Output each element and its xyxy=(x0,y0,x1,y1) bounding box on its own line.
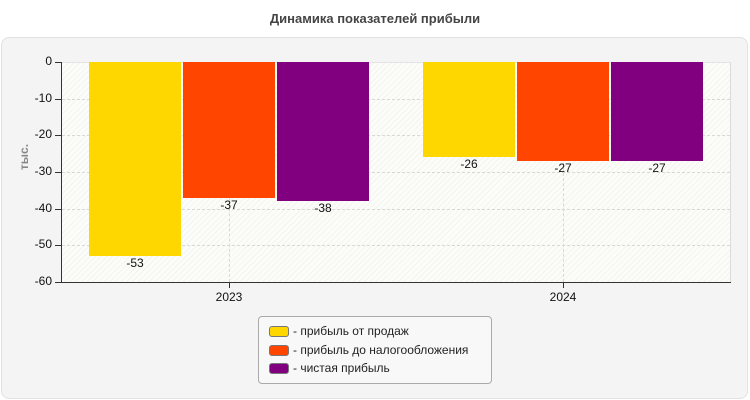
legend-label: - прибыль от продаж xyxy=(293,324,409,338)
h-gridline xyxy=(62,172,730,173)
legend: - прибыль от продаж - прибыль до налогоо… xyxy=(258,316,492,384)
bar-2024-series-1[interactable] xyxy=(517,62,609,161)
legend-label: - чистая прибыль xyxy=(293,361,390,375)
x-tick xyxy=(563,283,564,288)
y-tick-label: -30 xyxy=(34,164,52,178)
y-axis-line xyxy=(61,62,62,283)
value-label: -26 xyxy=(460,157,478,171)
legend-item-net-profit[interactable]: - чистая прибыль xyxy=(269,360,390,376)
legend-item-sales-profit[interactable]: - прибыль от продаж xyxy=(269,323,409,339)
x-tick-label: 2023 xyxy=(215,290,243,304)
h-gridline xyxy=(62,99,730,100)
value-label: -38 xyxy=(314,201,332,215)
v-gridline xyxy=(563,62,564,282)
bar-2023-series-2[interactable] xyxy=(277,62,369,201)
y-tick-label: -60 xyxy=(34,274,52,288)
y-tick-label: -20 xyxy=(34,127,52,141)
bar-2023-series-0[interactable] xyxy=(89,62,181,256)
y-tick xyxy=(55,245,61,246)
h-gridline xyxy=(62,245,730,246)
y-tick xyxy=(55,135,61,136)
bar-2024-series-0[interactable] xyxy=(423,62,515,157)
value-label: -53 xyxy=(126,256,144,270)
value-label: -37 xyxy=(220,198,238,212)
y-tick-label: -10 xyxy=(34,91,52,105)
y-tick-label: -40 xyxy=(34,201,52,215)
h-gridline xyxy=(62,135,730,136)
chart-title: Динамика показателей прибыли xyxy=(269,11,481,26)
y-tick-label: -50 xyxy=(34,237,52,251)
legend-label: - прибыль до налогообложения xyxy=(293,343,469,357)
y-tick-label: 0 xyxy=(45,54,52,68)
legend-item-pretax-profit[interactable]: - прибыль до налогообложения xyxy=(269,342,468,358)
y-tick xyxy=(55,209,61,210)
value-label: -27 xyxy=(648,161,666,175)
legend-swatch-yellow xyxy=(269,325,289,337)
legend-swatch-orange xyxy=(269,344,289,356)
h-gridline xyxy=(62,209,730,210)
x-tick xyxy=(229,283,230,288)
x-axis-line xyxy=(61,282,731,283)
legend-swatch-purple xyxy=(269,362,289,374)
x-tick-label: 2024 xyxy=(549,290,577,304)
y-tick xyxy=(55,62,61,63)
bar-2024-series-2[interactable] xyxy=(611,62,703,161)
bar-2023-series-1[interactable] xyxy=(183,62,275,198)
y-tick xyxy=(55,282,61,283)
y-tick xyxy=(55,99,61,100)
y-tick xyxy=(55,172,61,173)
value-label: -27 xyxy=(554,161,572,175)
